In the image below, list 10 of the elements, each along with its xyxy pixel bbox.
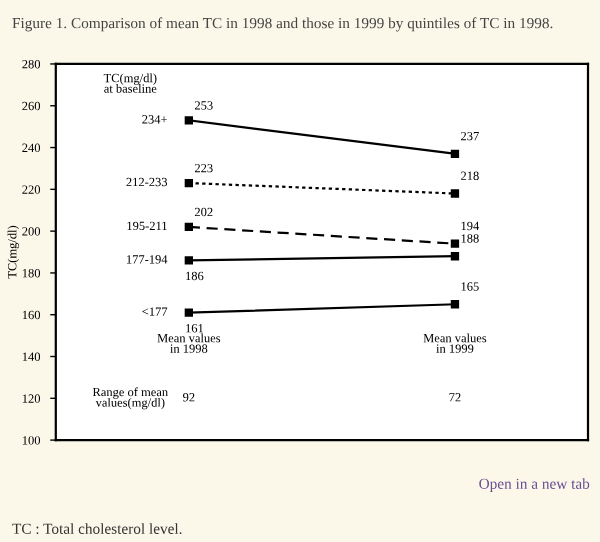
point bbox=[184, 178, 194, 188]
point bbox=[450, 189, 460, 198]
point bbox=[184, 256, 194, 265]
point bbox=[184, 308, 194, 317]
point bbox=[184, 116, 194, 125]
point bbox=[450, 239, 460, 248]
point bbox=[450, 149, 460, 158]
point bbox=[450, 300, 460, 309]
point bbox=[450, 252, 460, 261]
point bbox=[184, 222, 194, 232]
